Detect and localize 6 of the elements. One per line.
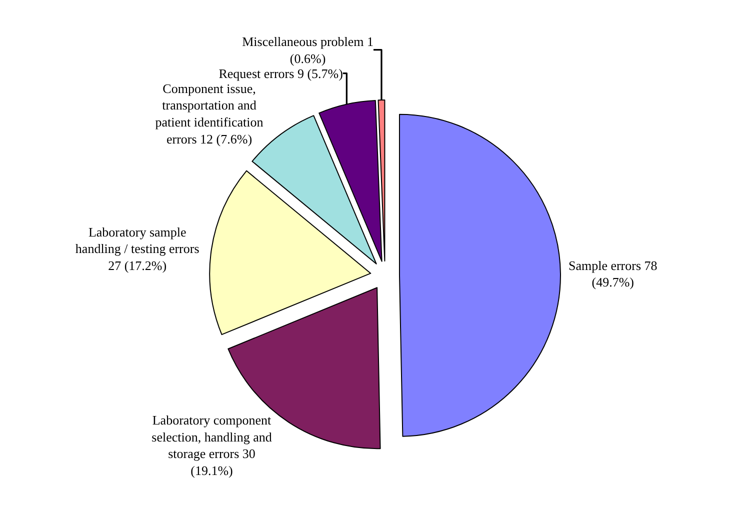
slice-label: Laboratory component selection, handling and storage errors 30 (19.1%) [152,412,272,478]
slice-label: Laboratory sample handling / testing errors 27 (17.2%) [75,224,200,274]
slice-label: Component issue, transportation and patient identification errors 12 (7.6%) [155,80,264,146]
slice-label: Sample errors 78 (49.7%) [568,258,658,290]
slice-label: Miscellaneous problem 1 (0.6%) [242,34,374,66]
slice-label: Request errors 9 (5.7%) [218,66,343,81]
